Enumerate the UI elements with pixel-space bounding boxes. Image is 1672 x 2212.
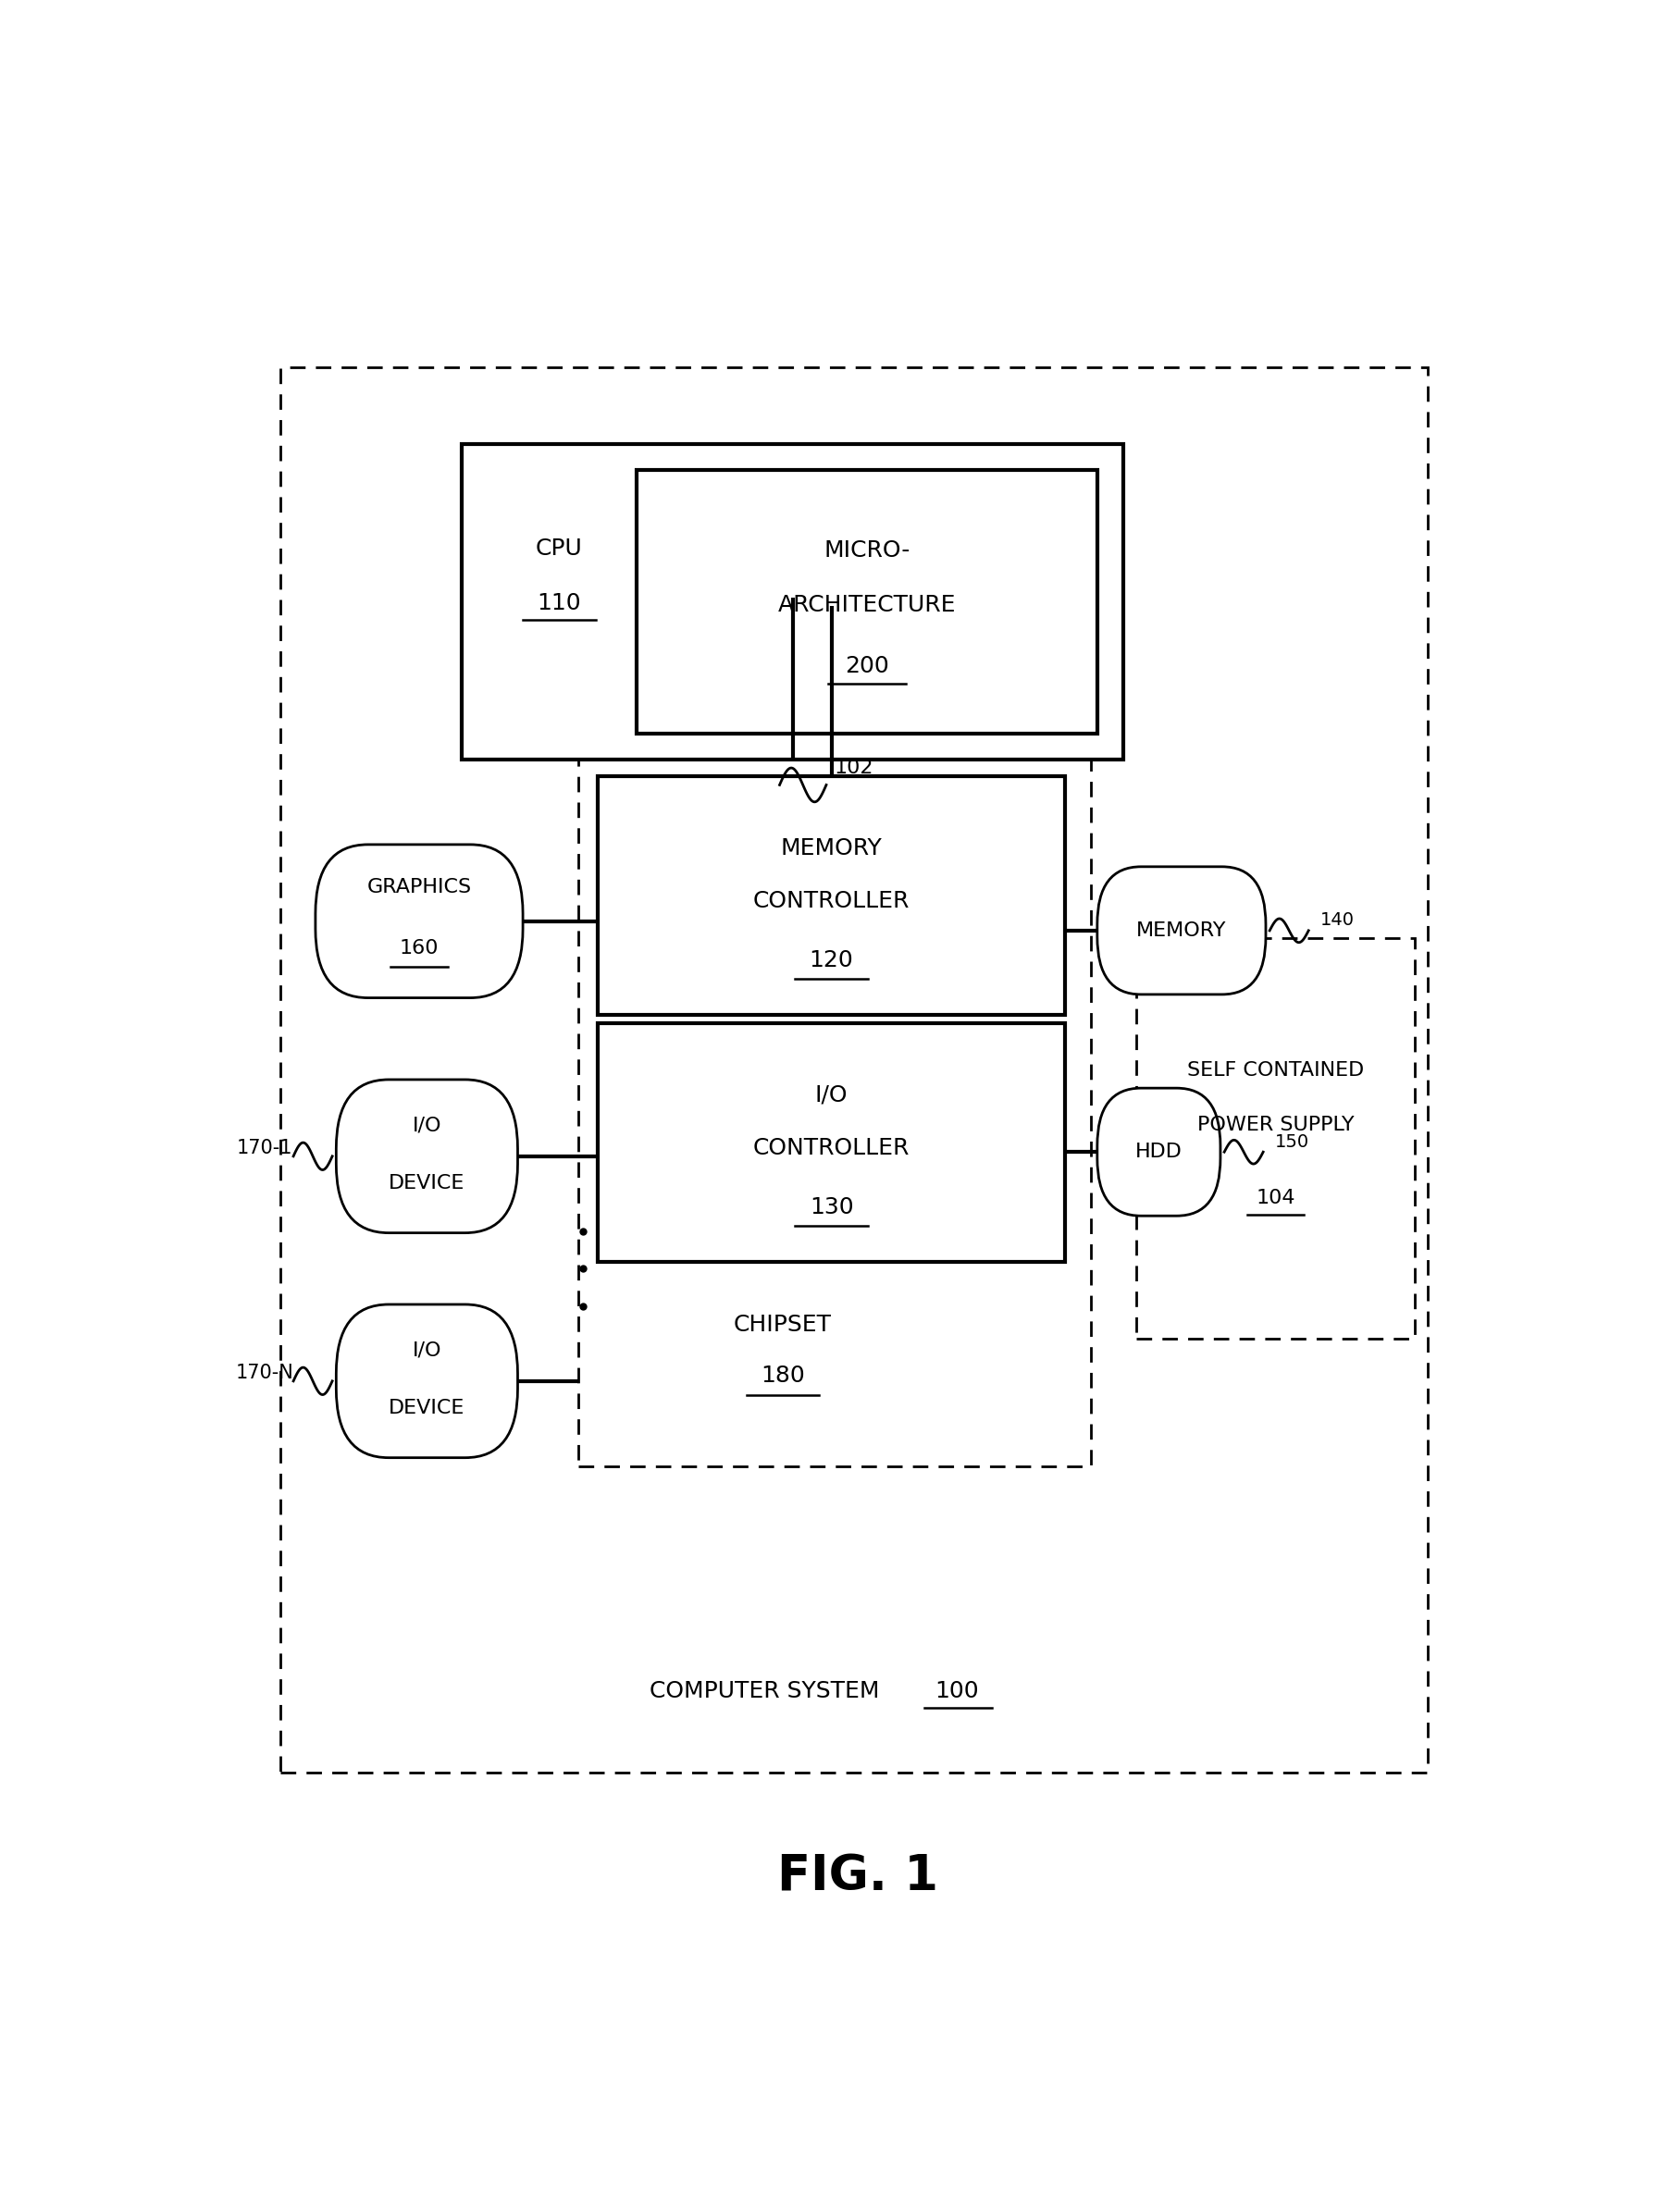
FancyBboxPatch shape xyxy=(336,1079,517,1232)
Text: 180: 180 xyxy=(761,1365,804,1387)
Text: CONTROLLER: CONTROLLER xyxy=(752,889,910,911)
Text: 110: 110 xyxy=(537,591,580,615)
FancyBboxPatch shape xyxy=(281,367,1428,1772)
Text: 150: 150 xyxy=(1274,1133,1309,1150)
Text: 100: 100 xyxy=(935,1679,978,1703)
FancyBboxPatch shape xyxy=(1097,1088,1221,1217)
FancyBboxPatch shape xyxy=(637,469,1097,734)
FancyBboxPatch shape xyxy=(579,606,1090,1467)
Text: ARCHITECTURE: ARCHITECTURE xyxy=(777,595,956,617)
Text: CONTROLLER: CONTROLLER xyxy=(752,1137,910,1159)
Text: I/O: I/O xyxy=(814,1084,848,1106)
Text: 140: 140 xyxy=(1319,911,1354,929)
FancyBboxPatch shape xyxy=(1097,867,1266,995)
FancyBboxPatch shape xyxy=(461,445,1122,759)
Text: DEVICE: DEVICE xyxy=(388,1398,465,1418)
Text: HDD: HDD xyxy=(1135,1144,1182,1161)
Text: 130: 130 xyxy=(809,1197,853,1219)
Text: MEMORY: MEMORY xyxy=(1135,922,1226,940)
Text: 160: 160 xyxy=(400,940,438,958)
Text: I/O: I/O xyxy=(411,1117,441,1135)
FancyBboxPatch shape xyxy=(336,1305,517,1458)
Text: I/O: I/O xyxy=(411,1340,441,1360)
Text: CHIPSET: CHIPSET xyxy=(734,1314,831,1336)
Text: MEMORY: MEMORY xyxy=(781,836,881,858)
Text: FIG. 1: FIG. 1 xyxy=(776,1854,938,1900)
Text: DEVICE: DEVICE xyxy=(388,1175,465,1192)
FancyBboxPatch shape xyxy=(316,845,523,998)
Text: 104: 104 xyxy=(1256,1188,1294,1208)
Text: SELF CONTAINED: SELF CONTAINED xyxy=(1187,1062,1363,1079)
Text: 170-1: 170-1 xyxy=(237,1139,293,1157)
Text: CPU: CPU xyxy=(535,538,582,560)
FancyBboxPatch shape xyxy=(599,776,1063,1015)
FancyBboxPatch shape xyxy=(599,1024,1063,1261)
FancyBboxPatch shape xyxy=(1135,938,1415,1338)
Text: 102: 102 xyxy=(834,759,873,776)
Text: 120: 120 xyxy=(809,949,853,971)
Text: 170-N: 170-N xyxy=(236,1363,294,1382)
Text: COMPUTER SYSTEM: COMPUTER SYSTEM xyxy=(649,1679,879,1703)
Text: 200: 200 xyxy=(844,655,890,677)
Text: GRAPHICS: GRAPHICS xyxy=(366,878,472,896)
Text: POWER SUPPLY: POWER SUPPLY xyxy=(1197,1115,1353,1135)
Text: MICRO-: MICRO- xyxy=(823,540,910,562)
